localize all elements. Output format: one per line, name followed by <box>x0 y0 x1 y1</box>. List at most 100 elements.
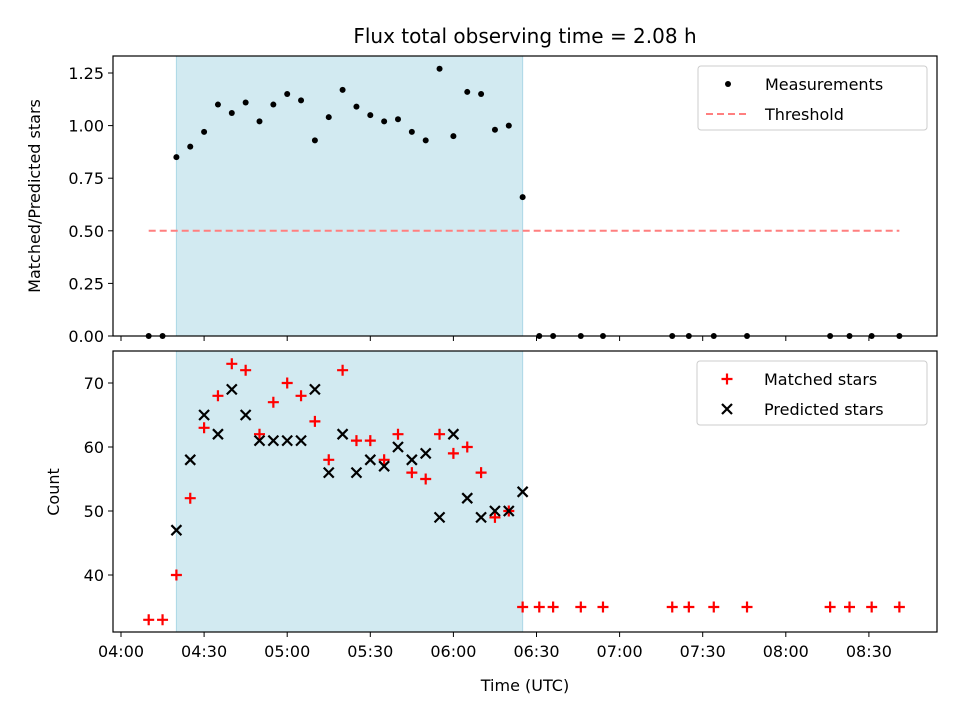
matched-star-point <box>475 467 487 479</box>
measurement-point <box>491 126 498 133</box>
measurement-point <box>422 137 429 144</box>
measurement-point <box>325 114 332 121</box>
matched-star-point <box>198 422 210 434</box>
measurement-point <box>242 99 249 106</box>
matched-star-point <box>866 601 878 613</box>
count-legend-box <box>696 360 928 426</box>
measurement-point <box>353 103 360 110</box>
count-xtick-label: 08:00 <box>763 642 809 661</box>
matched-star-point <box>378 454 390 466</box>
predicted-star-point <box>322 466 335 479</box>
matched-star-point <box>157 614 169 626</box>
matched-star-point <box>364 435 376 447</box>
predicted-star-point <box>170 524 183 536</box>
measurement-point <box>256 118 263 125</box>
count-ytick-label: 50 <box>84 502 104 521</box>
matched-star-point <box>170 569 182 581</box>
matched-star-point <box>447 447 459 459</box>
measurement-point <box>381 118 388 125</box>
ratio-ytick-label: 1.00 <box>68 117 104 136</box>
matched-star-point <box>489 511 501 523</box>
matched-star-point <box>683 601 695 613</box>
count-xtick-label: 04:00 <box>98 642 144 661</box>
predicted-star-point <box>198 409 210 421</box>
predicted-star-point <box>212 428 224 440</box>
matched-star-point <box>240 364 252 376</box>
panel-counts: Count Time (UTC) 40 50 60 70 04:00 04:30 05:00… <box>44 350 938 695</box>
measurement-point <box>450 133 457 140</box>
legend-measurement-marker <box>725 81 731 87</box>
count-xtick-label: 08:30 <box>846 642 892 661</box>
matched-star-point <box>309 415 321 427</box>
predicted-star-point <box>447 428 460 440</box>
matched-star-point <box>184 492 196 504</box>
matched-star-point <box>533 601 545 613</box>
matched-star-point <box>893 601 905 613</box>
legend-label: Matched stars <box>764 370 877 389</box>
predicted-star-point <box>461 492 474 504</box>
matched-star-point <box>420 473 432 485</box>
matched-star-point <box>350 435 362 447</box>
matched-star-point <box>212 390 224 402</box>
count-xtick-label: 06:00 <box>430 642 476 661</box>
figure-title: Flux total observing time = 2.08 h <box>353 24 696 48</box>
predicted-star-point <box>433 511 446 524</box>
legend-label: Threshold <box>764 105 844 124</box>
count-axes-frame <box>112 350 938 633</box>
predicted-star-point <box>378 460 390 472</box>
predicted-star-point <box>267 434 280 447</box>
measurement-point <box>173 154 180 161</box>
count-xtick-label: 05:00 <box>264 642 310 661</box>
measurement-point <box>395 116 401 123</box>
count-xtick-label: 05:30 <box>347 642 393 661</box>
measurement-point <box>339 86 346 93</box>
predicted-star-point <box>281 434 293 447</box>
predicted-star-point <box>184 454 197 466</box>
matched-star-point <box>824 601 836 613</box>
predicted-star-point <box>239 409 252 421</box>
matched-star-point <box>281 377 293 389</box>
count-ytick-label: 70 <box>84 374 104 393</box>
predicted-star-point <box>295 434 307 447</box>
matched-star-point <box>708 601 720 613</box>
predicted-star-point <box>364 454 377 466</box>
measurement-point <box>298 97 305 104</box>
predicted-star-point <box>489 505 501 517</box>
ratio-ylabel: Matched/Predicted stars <box>25 99 44 293</box>
count-ytick-label: 60 <box>84 438 104 457</box>
ratio-legend: Measurements Threshold <box>697 65 928 131</box>
ratio-legend-box <box>697 65 928 131</box>
measurement-point <box>408 128 415 135</box>
measurement-point <box>519 194 526 201</box>
measurement-point <box>311 137 318 144</box>
ratio-ytick-label: 0.00 <box>68 327 104 346</box>
measurement-point <box>228 109 235 116</box>
matched-star-point <box>434 428 446 440</box>
predicted-star-point <box>406 454 418 466</box>
predicted-star-point <box>516 486 529 498</box>
legend-matched-marker <box>721 373 733 385</box>
ratio-ytick-label: 0.25 <box>68 274 104 293</box>
ratio-observing-span <box>175 55 524 337</box>
predicted-star-point <box>419 447 432 460</box>
matched-star-point <box>406 467 418 479</box>
legend-label: Measurements <box>765 75 883 94</box>
count-xlabel: Time (UTC) <box>480 676 569 695</box>
count-xtick-label: 06:30 <box>513 642 559 661</box>
matched-star-point <box>666 601 678 613</box>
panel-ratio: Matched/Predicted stars 0.00 0.25 0.50 0.75… <box>25 55 938 346</box>
matched-star-point <box>461 441 473 453</box>
measurement-point <box>270 101 277 108</box>
count-xtick-label: 07:00 <box>597 642 643 661</box>
predicted-star-point <box>336 428 349 440</box>
matched-star-point <box>143 614 155 626</box>
count-xtick-label: 07:30 <box>680 642 726 661</box>
measurement-point <box>436 65 443 72</box>
matched-star-point <box>323 454 335 466</box>
legend-label: Predicted stars <box>764 400 884 419</box>
measurement-point <box>464 88 471 95</box>
matched-star-point <box>597 601 609 613</box>
measurement-point <box>505 122 512 129</box>
matched-star-point <box>226 358 238 370</box>
